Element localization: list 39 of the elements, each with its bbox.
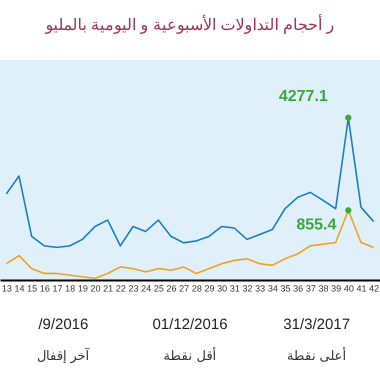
x-tick-label: 26	[166, 284, 177, 294]
x-tick-label: 16	[40, 284, 50, 294]
x-tick-label: 19	[78, 284, 88, 294]
x-tick-label: 36	[293, 284, 304, 294]
x-tick-label: 39	[331, 284, 342, 294]
text: 31/3/2017	[283, 316, 350, 333]
x-tick-label: 34	[268, 284, 278, 294]
x-tick-label: 35	[280, 284, 291, 294]
x-tick-label: 18	[65, 284, 76, 294]
x-tick-label: 31	[230, 284, 240, 294]
x-tick-label: 13	[2, 284, 12, 294]
x-tick-label: 25	[154, 284, 164, 294]
x-tick-label: 24	[141, 284, 152, 294]
data-label: 4277.1	[278, 88, 328, 105]
text: أقل نقطة	[164, 347, 216, 363]
x-tick-label: 28	[192, 284, 202, 294]
x-tick-label: 15	[27, 284, 38, 294]
x-tick-label: 38	[318, 284, 329, 294]
x-tick-label: 29	[204, 284, 215, 294]
data-label: 855.4	[296, 216, 336, 234]
x-tick-label: 17	[52, 284, 63, 294]
text: /9/2016	[38, 316, 88, 333]
x-tick-label: 32	[242, 284, 253, 294]
x-tick-label: 37	[306, 284, 316, 294]
chart-title: ر أحجام التداولات الأسبوعية و اليومية بالمليو	[44, 14, 334, 34]
x-tick-label: 14	[14, 284, 25, 294]
text: آخر إقفال	[37, 347, 91, 364]
x-tick-label: 27	[179, 284, 190, 294]
x-tick-label: 20	[90, 284, 101, 294]
x-tick-label: 30	[217, 284, 228, 294]
text: 01/12/2016	[152, 316, 228, 333]
x-tick-label: 23	[128, 284, 139, 294]
x-tick-label: 21	[103, 284, 114, 294]
x-tick-label: 33	[255, 284, 266, 294]
x-tick-label: 40	[344, 284, 354, 294]
x-tick-label: 41	[356, 284, 367, 294]
x-tick-label: 42	[369, 284, 380, 294]
x-tick-label: 22	[116, 284, 126, 294]
text: أعلى نقطة	[286, 347, 346, 363]
